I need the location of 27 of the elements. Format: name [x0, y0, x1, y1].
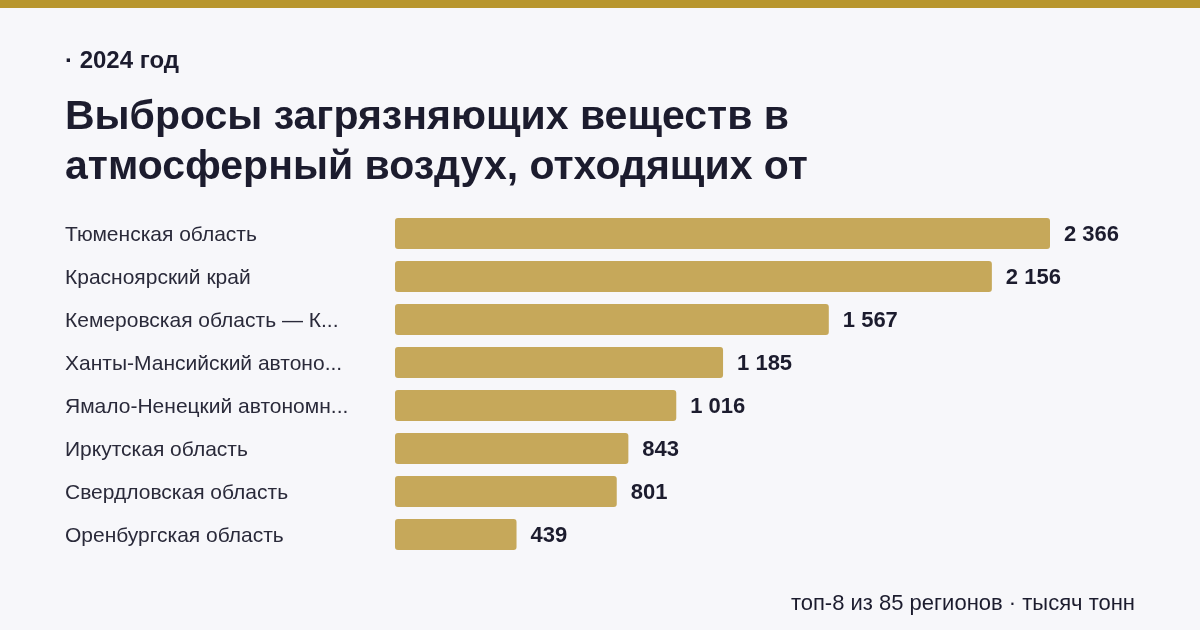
- data-label: 439: [530, 522, 568, 547]
- y-tick-label: Красноярский край: [65, 265, 251, 288]
- data-label: 843: [642, 436, 680, 461]
- data-label: 2 366: [1064, 221, 1120, 246]
- data-label: 1 567: [842, 307, 898, 332]
- text: топ-8 из 85 регионов · тысяч тонн: [790, 590, 1135, 616]
- y-tick-label: Оренбургская область: [65, 523, 284, 546]
- y-tick-label: Свердловская область: [65, 480, 289, 503]
- bar: [395, 304, 829, 335]
- text: · 2024 год: [65, 46, 179, 74]
- y-tick-label: Кемеровская область — К...: [65, 308, 339, 331]
- bar: [395, 218, 1050, 249]
- data-label: 2 156: [1005, 264, 1061, 289]
- y-tick-label: Ямало-Ненецкий автономн...: [65, 394, 349, 417]
- bar: [395, 433, 629, 464]
- y-tick-label: Иркутская область: [65, 437, 248, 460]
- bar: [395, 390, 677, 421]
- bar: [395, 347, 724, 378]
- bar: [395, 476, 617, 507]
- y-tick-label: Тюменская область: [65, 222, 257, 245]
- data-label: 1 185: [737, 350, 793, 375]
- bar: [395, 261, 992, 292]
- bar: [395, 519, 517, 550]
- data-label: 801: [630, 479, 668, 504]
- y-tick-label: Ханты-Мансийский автоно...: [65, 351, 343, 374]
- chart-title: Выбросы загрязняющих веществ в атмосферный воздух, отходящих от: [65, 91, 809, 190]
- data-label: 1 016: [690, 393, 746, 418]
